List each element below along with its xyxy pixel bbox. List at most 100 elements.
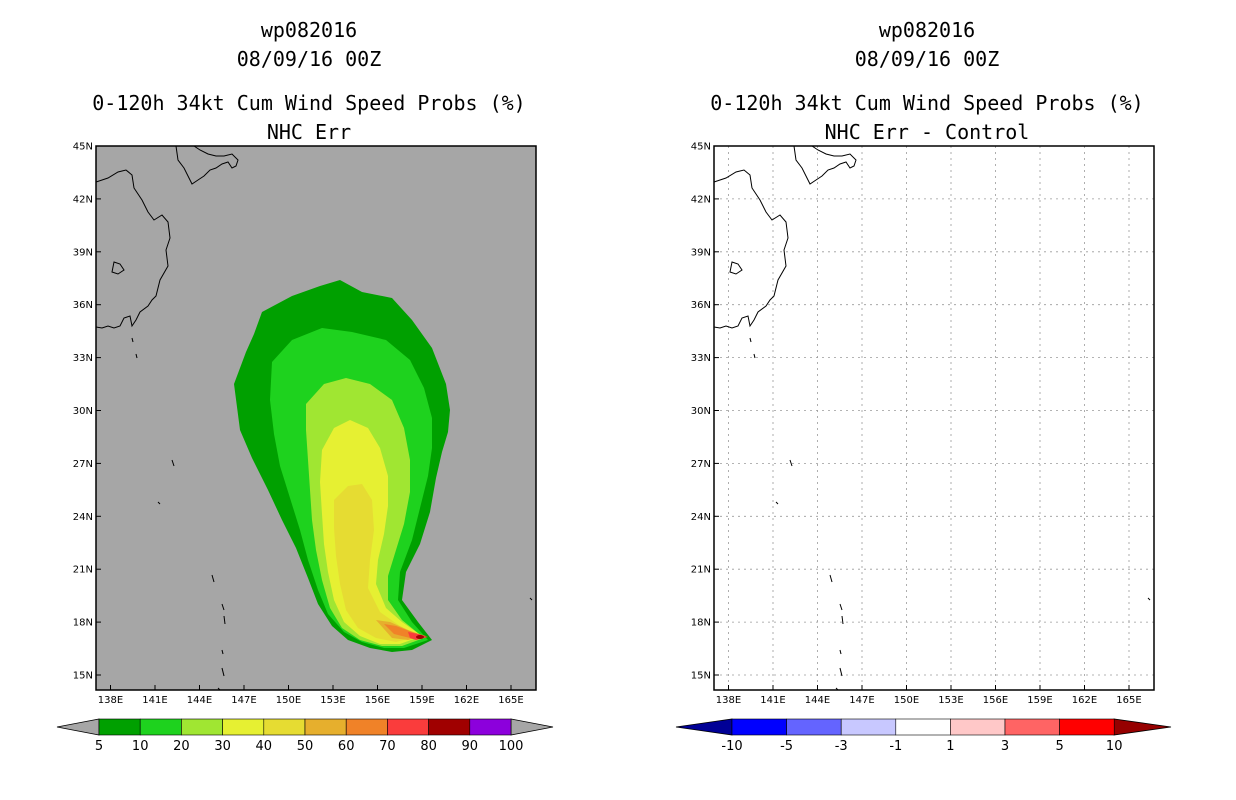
colorbar-left-bin bbox=[222, 718, 265, 736]
lon-label: 159E bbox=[409, 695, 434, 706]
lon-label: 165E bbox=[1116, 695, 1141, 706]
colorbar-left-label: 90 bbox=[462, 739, 479, 754]
left-storm-id: wp082016 bbox=[260, 18, 358, 42]
left-datetime: 08/09/16 00Z bbox=[236, 47, 382, 71]
lon-label: 153E bbox=[320, 695, 345, 706]
colorbar-right-high-end bbox=[1113, 718, 1172, 736]
colorbar-right-label: 5 bbox=[1055, 739, 1063, 754]
lon-label: 153E bbox=[938, 695, 963, 706]
colorbar-right-bin bbox=[950, 718, 1006, 736]
colorbar-left-label: 20 bbox=[173, 739, 190, 754]
colorbar-right-label: 10 bbox=[1106, 739, 1123, 754]
colorbar-right-bin bbox=[1004, 718, 1060, 736]
colorbar-right-bins: -10 -5 -3 -1 1 3 5 10 bbox=[721, 718, 1123, 754]
colorbar-left-label: 5 bbox=[95, 739, 103, 754]
right-datetime: 08/09/16 00Z bbox=[854, 47, 1000, 71]
right-subtitle-block: 0-120h 34kt Cum Wind Speed Probs (%) NHC… bbox=[618, 89, 1236, 147]
colorbar-right-bin bbox=[786, 718, 842, 736]
lon-label: 141E bbox=[142, 695, 167, 706]
colorbar-left-label: 50 bbox=[297, 739, 314, 754]
lat-label: 21N bbox=[691, 565, 711, 576]
lon-label: 150E bbox=[894, 695, 919, 706]
colorbar-left-bin bbox=[387, 718, 429, 736]
lat-label: 39N bbox=[73, 247, 93, 258]
lat-label: 36N bbox=[73, 300, 93, 311]
lat-label: 30N bbox=[73, 406, 93, 417]
colorbar-right-label: 1 bbox=[946, 739, 954, 754]
colorbar-left-bin bbox=[181, 718, 223, 736]
colorbar-left-label: 10 bbox=[132, 739, 149, 754]
colorbar-right-bin bbox=[731, 718, 787, 736]
lat-label: 21N bbox=[73, 565, 93, 576]
lat-label: 45N bbox=[691, 142, 711, 153]
left-subtitle-block: 0-120h 34kt Cum Wind Speed Probs (%) NHC… bbox=[0, 89, 618, 147]
right-product: 0-120h 34kt Cum Wind Speed Probs (%) bbox=[710, 91, 1144, 115]
colorbar-left-bin bbox=[304, 718, 347, 736]
lon-label: 141E bbox=[760, 695, 785, 706]
colorbar-left-bin bbox=[345, 718, 388, 736]
lon-label: 165E bbox=[498, 695, 523, 706]
right-map: 45N 42N 39N 36N 33N 30N 27N 24N 21N 18N 15N 138E 141… bbox=[691, 142, 1155, 707]
colorbar-right-low-end bbox=[675, 718, 733, 736]
colorbar-right-label: -10 bbox=[721, 739, 742, 754]
left-axis-ticks: 45N 42N 39N 36N 33N 30N 27N 24N 21N 18N 15N 138E 141… bbox=[73, 142, 524, 707]
lon-label: 144E bbox=[187, 695, 212, 706]
lat-label: 15N bbox=[73, 671, 93, 682]
colorbar-right-bin bbox=[840, 718, 897, 736]
right-map-background bbox=[714, 146, 1154, 690]
colorbar-right-label: -1 bbox=[889, 739, 902, 754]
colorbar-left-bin bbox=[98, 718, 141, 736]
lat-label: 30N bbox=[691, 406, 711, 417]
left-colorbar: 5 10 20 30 40 50 60 70 80 90 100 bbox=[56, 718, 554, 754]
right-map-frame bbox=[713, 145, 1155, 691]
lat-label: 33N bbox=[73, 353, 93, 364]
lon-label: 138E bbox=[98, 695, 123, 706]
lat-label: 27N bbox=[691, 459, 711, 470]
colorbar-left-label: 80 bbox=[420, 739, 437, 754]
colorbar-left-bin bbox=[469, 718, 512, 736]
lon-label: 159E bbox=[1027, 695, 1052, 706]
lon-label: 138E bbox=[716, 695, 741, 706]
colorbar-left-high-end bbox=[510, 718, 554, 736]
right-axis-ticks: 45N 42N 39N 36N 33N 30N 27N 24N 21N 18N 15N 138E 141… bbox=[691, 142, 1142, 707]
left-map: 45N 42N 39N 36N 33N 30N 27N 24N 21N 18N 15N 138E 141… bbox=[73, 142, 537, 707]
right-colorbar: -10 -5 -3 -1 1 3 5 10 bbox=[675, 718, 1172, 754]
lon-label: 156E bbox=[365, 695, 390, 706]
lat-label: 27N bbox=[73, 459, 93, 470]
lat-label: 42N bbox=[73, 194, 93, 205]
lat-label: 36N bbox=[691, 300, 711, 311]
left-map-frame bbox=[95, 145, 537, 691]
lon-label: 156E bbox=[983, 695, 1008, 706]
lon-label: 162E bbox=[1072, 695, 1097, 706]
lat-label: 15N bbox=[691, 671, 711, 682]
right-title: wp082016 08/09/16 00Z bbox=[618, 16, 1236, 74]
colorbar-left-bin bbox=[139, 718, 182, 736]
lat-label: 45N bbox=[73, 142, 93, 153]
right-storm-id: wp082016 bbox=[878, 18, 976, 42]
colorbar-left-label: 30 bbox=[214, 739, 231, 754]
colorbar-left-label: 60 bbox=[338, 739, 355, 754]
lon-label: 150E bbox=[276, 695, 301, 706]
probability-contours bbox=[96, 146, 533, 690]
left-title: wp082016 08/09/16 00Z bbox=[0, 16, 618, 74]
colorbar-right-label: 3 bbox=[1001, 739, 1009, 754]
left-subtitle: NHC Err bbox=[266, 120, 352, 144]
right-subtitle: NHC Err - Control bbox=[824, 120, 1030, 144]
colorbar-left-bin bbox=[263, 718, 306, 736]
lon-label: 147E bbox=[849, 695, 874, 706]
colorbar-left-bin bbox=[428, 718, 471, 736]
colorbar-left-bins: 5 10 20 30 40 50 60 70 80 90 100 bbox=[95, 718, 523, 754]
contour-40 bbox=[334, 484, 420, 642]
colorbar-right-label: -3 bbox=[835, 739, 848, 754]
lat-label: 24N bbox=[691, 512, 711, 523]
colorbar-left-label: 70 bbox=[379, 739, 396, 754]
colorbar-right-bin bbox=[895, 718, 951, 736]
right-map-gridlines bbox=[714, 146, 1154, 690]
lat-label: 18N bbox=[73, 618, 93, 629]
lat-label: 39N bbox=[691, 247, 711, 258]
colorbar-right-bin bbox=[1059, 718, 1115, 736]
left-product: 0-120h 34kt Cum Wind Speed Probs (%) bbox=[92, 91, 526, 115]
lon-label: 147E bbox=[231, 695, 256, 706]
lat-label: 33N bbox=[691, 353, 711, 364]
